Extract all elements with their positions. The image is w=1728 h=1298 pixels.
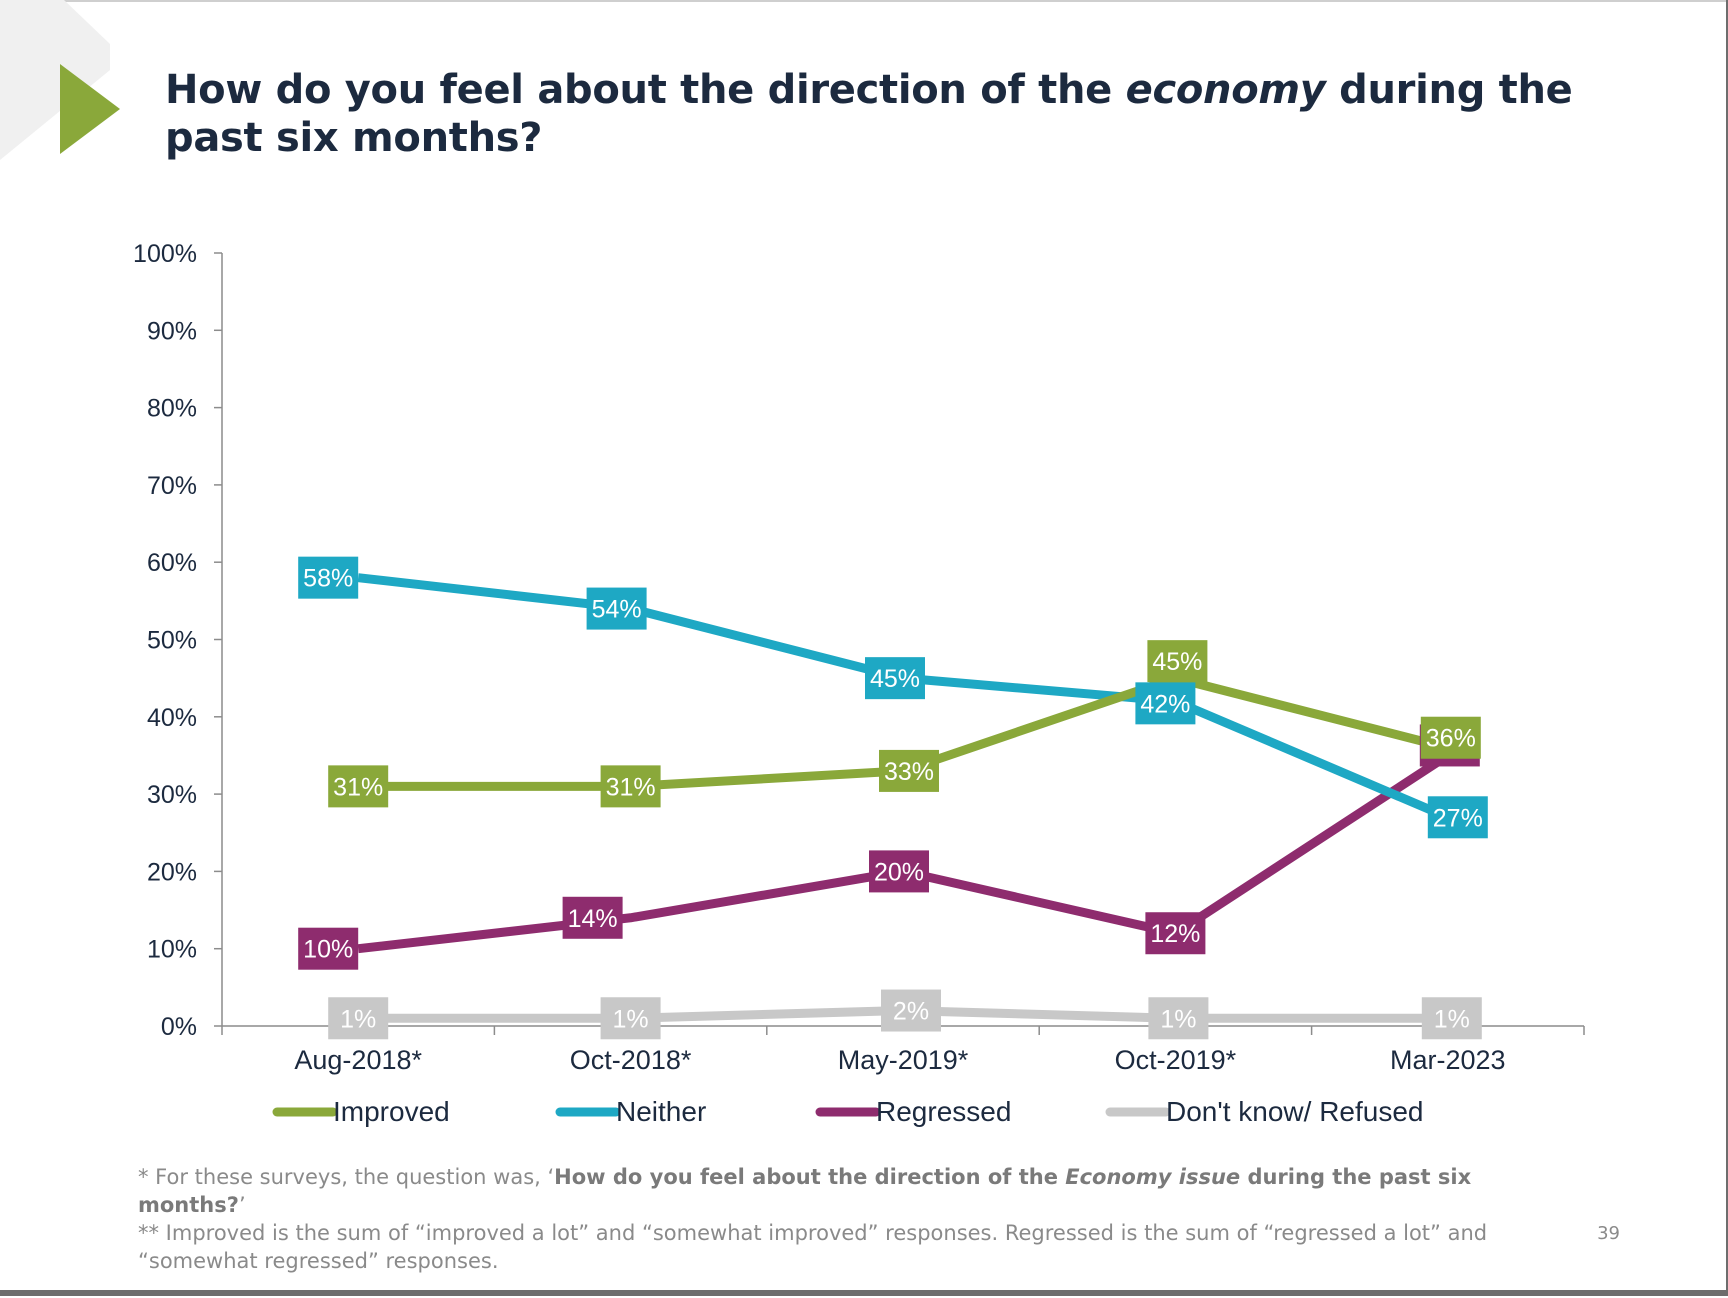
data-label-box (328, 997, 389, 1040)
y-tick-label: 0% (161, 1013, 197, 1041)
data-label: 31% (606, 773, 656, 801)
data-label-box (1135, 682, 1196, 725)
data-label: 58% (303, 565, 353, 593)
decorative-grey-wedge (0, 0, 110, 160)
data-label: 1% (340, 1005, 376, 1033)
x-tick-label: Oct-2019* (1115, 1045, 1237, 1075)
y-tick-label: 90% (147, 317, 197, 345)
footnotes: * For these surveys, the question was, ‘… (138, 1163, 1558, 1275)
data-label-box (869, 850, 929, 893)
y-tick-label: 100% (133, 240, 197, 268)
data-label-box (328, 765, 389, 808)
data-label: 45% (1152, 648, 1202, 676)
y-tick-label: 10% (147, 936, 197, 964)
data-label-box (1421, 997, 1482, 1040)
data-label-box (1147, 640, 1208, 683)
data-label: 10% (303, 936, 353, 964)
footnote-2: ** Improved is the sum of “improved a lo… (138, 1221, 1488, 1273)
data-label-box (586, 587, 647, 630)
data-label: 20% (874, 858, 924, 886)
y-tick-label: 20% (147, 858, 197, 886)
data-label-box (1427, 796, 1488, 839)
data-label: 1% (1160, 1005, 1196, 1033)
legend-label: Neither (616, 1096, 706, 1127)
footnote-1-bold-italic: Economy issue (1065, 1165, 1241, 1189)
data-label: 14% (568, 905, 618, 933)
data-label: 1% (613, 1005, 649, 1033)
data-label-box (1145, 912, 1206, 955)
data-label: 31% (333, 773, 383, 801)
footnote-1-suffix: ’ (238, 1193, 246, 1217)
y-tick-label: 80% (147, 395, 197, 423)
data-label-box (879, 749, 939, 792)
legend-label: Improved (333, 1096, 450, 1127)
footnote-1: * For these surveys, the question was, ‘… (138, 1163, 1558, 1219)
x-tick-label: Aug-2018* (294, 1045, 422, 1075)
data-label-box (1148, 997, 1209, 1040)
data-label: 2% (893, 998, 929, 1026)
top-rule (0, 0, 1726, 2)
x-tick-label: May-2019* (838, 1045, 969, 1075)
title-emphasis: economy (1125, 67, 1326, 113)
data-label: 42% (1140, 690, 1190, 718)
y-tick-label: 50% (147, 627, 197, 655)
footnote-1-bold-a: How do you feel about the direction of t… (554, 1165, 1066, 1189)
x-tick-label: Mar-2023 (1390, 1045, 1506, 1075)
data-label: 12% (1150, 920, 1200, 948)
y-tick-label: 70% (147, 472, 197, 500)
y-tick-label: 40% (147, 704, 197, 732)
x-tick-label: Oct-2018* (570, 1045, 692, 1075)
data-label: 27% (1433, 804, 1483, 832)
data-label-box (600, 997, 661, 1040)
data-label-box (600, 765, 661, 808)
data-label-box (562, 896, 623, 939)
data-label: 33% (884, 758, 934, 786)
data-label: 54% (592, 596, 642, 624)
title-part-3: during the past six months? (165, 67, 1573, 161)
data-label-box (298, 927, 359, 970)
y-tick-label: 30% (147, 781, 197, 809)
legend-label: Regressed (876, 1096, 1011, 1127)
data-label-box (1420, 716, 1481, 759)
data-label-box (881, 989, 941, 1032)
footnote-1-prefix: * For these surveys, the question was, ‘ (138, 1165, 555, 1189)
y-tick-label: 60% (147, 549, 197, 577)
data-label-box (865, 657, 925, 700)
data-label: 45% (870, 665, 920, 693)
footnote-1-bold-b: during the past six months? (138, 1165, 1472, 1217)
title-part-1: How do you feel about the direction of t… (165, 67, 1126, 113)
data-label: 1% (1434, 1005, 1470, 1033)
data-label: 36% (1426, 725, 1476, 753)
data-label-box (298, 556, 359, 599)
legend-label: Don't know/ Refused (1166, 1096, 1423, 1127)
slide-title: How do you feel about the direction of t… (165, 66, 1595, 162)
page-number: 39 (1597, 1223, 1620, 1244)
green-arrow-icon (60, 64, 120, 154)
